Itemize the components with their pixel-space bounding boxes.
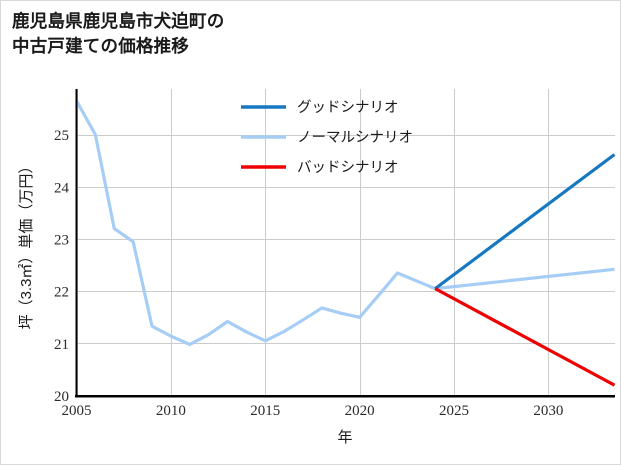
x-axis-title: 年 <box>337 429 352 446</box>
legend-label: ノーマルシナリオ <box>297 130 413 146</box>
axis-spines-group <box>75 89 615 398</box>
x-tick-label: 2025 <box>439 403 469 419</box>
y-tick-label: 24 <box>54 180 70 196</box>
y-tick-label: 22 <box>54 285 69 301</box>
x-tick-label: 2015 <box>250 403 280 419</box>
legend-label: バッドシナリオ <box>297 160 399 176</box>
y-tick-labels-group: 20 21 22 23 24 25 <box>54 128 70 405</box>
y-tick-label: 23 <box>54 233 69 249</box>
x-tick-label: 2005 <box>62 403 92 419</box>
x-tick-labels-group: 2005 2010 2015 2020 2025 2030 <box>62 403 564 419</box>
x-tick-label: 2020 <box>345 403 375 419</box>
y-tick-label: 21 <box>54 337 69 353</box>
x-tick-label: 2030 <box>533 403 563 419</box>
series-line-normal <box>75 100 615 347</box>
chart-title: 鹿児島県鹿児島市犬迫町の 中古戸建ての価格推移 <box>12 11 225 56</box>
y-tick-label: 20 <box>54 389 69 405</box>
series-group <box>75 100 616 387</box>
x-tick-label: 2010 <box>156 403 186 419</box>
series-line-bad <box>434 287 616 387</box>
series-line-good <box>434 153 616 290</box>
y-tick-label: 25 <box>54 128 69 144</box>
legend-label: グッドシナリオ <box>297 99 399 116</box>
y-axis-title: 坪（3.3㎡）単価（万円） <box>18 159 35 330</box>
